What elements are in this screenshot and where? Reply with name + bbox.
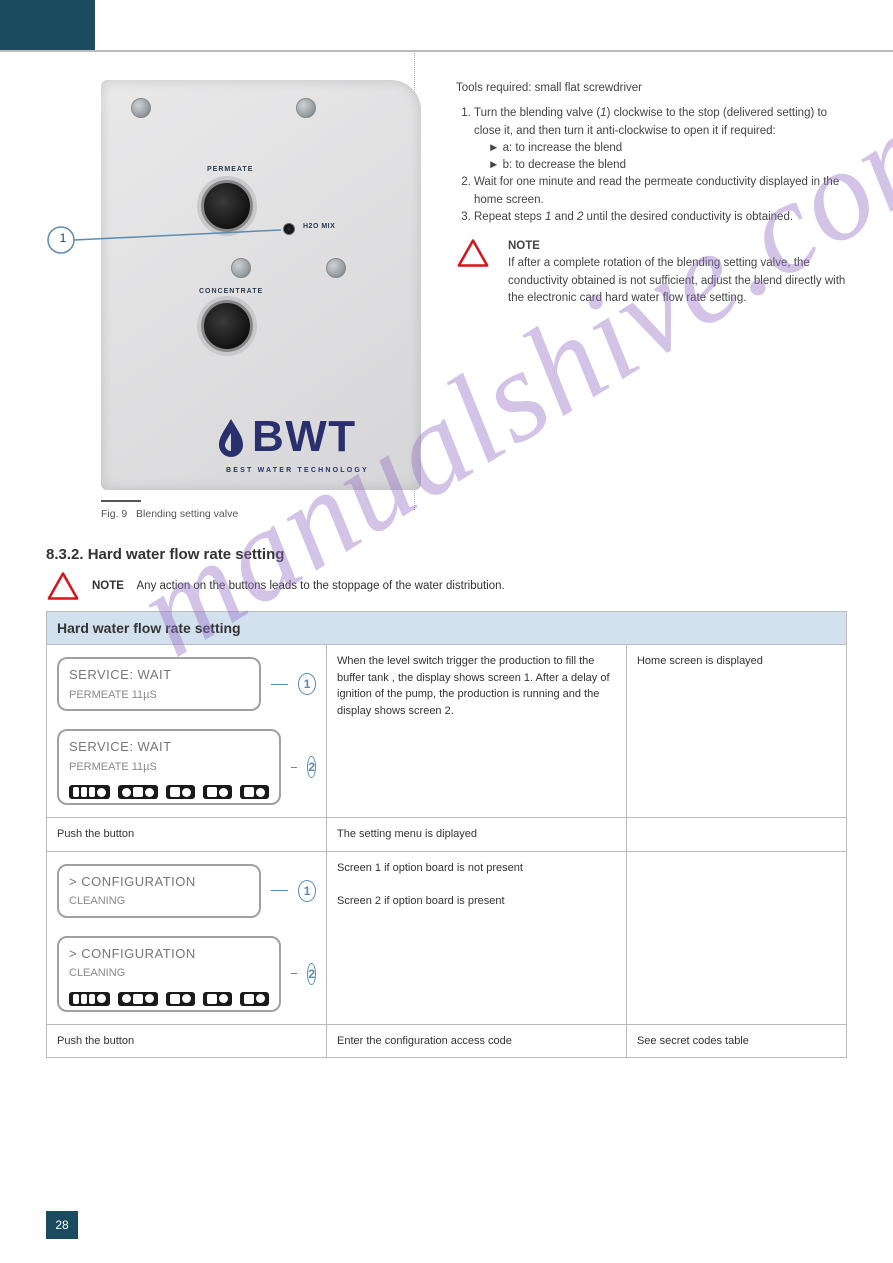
screw-icon [296, 98, 316, 118]
tools-required: Tools required: small flat screwdriver [456, 80, 847, 97]
connector-line [271, 684, 288, 685]
table-cell: Enter the configuration access code [327, 1024, 627, 1058]
table-cell: Screen 1 if option board is not present … [327, 851, 627, 1024]
header [0, 0, 893, 50]
table-row: Push the button The setting menu is dipl… [47, 818, 847, 852]
bwt-logo-subtitle: BEST WATER TECHNOLOGY [226, 467, 369, 474]
table-header: Hard water flow rate setting [47, 612, 847, 645]
step-1: Turn the blending valve (1) clockwise to… [474, 105, 847, 174]
screen-ref-number: 2 [307, 756, 316, 778]
drop-icon [216, 417, 246, 457]
step-2: Wait for one minute and read the permeat… [474, 174, 847, 209]
page-number: 28 [46, 1211, 78, 1239]
warning-triangle-icon [456, 238, 490, 274]
bwt-logo: BWT [216, 412, 357, 462]
table-cell: Home screen is displayed [626, 645, 846, 818]
permeate-port [201, 180, 253, 232]
button-icon-row [69, 785, 269, 799]
screw-icon [131, 98, 151, 118]
concentrate-port [201, 300, 253, 352]
step-3: Repeat steps 1 and 2 until the desired c… [474, 209, 847, 226]
procedure-table: Hard water flow rate setting SERVICE: WA… [46, 611, 847, 1058]
screen-ref-number: 1 [298, 673, 316, 695]
connector-line [291, 767, 297, 768]
bwt-logo-text: BWT [252, 412, 357, 462]
note-label: NOTE [508, 238, 847, 255]
note-block: NOTE If after a complete rotation of the… [456, 238, 847, 307]
screen-ref-number: 2 [307, 963, 316, 985]
table-row: SERVICE: WAIT PERMEATE 11µS 1 SERVICE: W… [47, 645, 847, 818]
table-cell [626, 851, 846, 1024]
screw-icon [326, 258, 346, 278]
lower-note-text: Any action on the buttons leads to the s… [137, 580, 505, 592]
table-row: > CONFIGURATION CLEANING 1 > CONFIGURATI… [47, 851, 847, 1024]
table-cell: See secret codes table [626, 1024, 846, 1058]
callout-number: 1 [50, 231, 76, 245]
button-icon-row [69, 992, 269, 1006]
table-cell [626, 818, 846, 852]
connector-line [271, 890, 288, 891]
header-tab [0, 0, 95, 50]
display-screen: SERVICE: WAIT PERMEATE 11µS [57, 729, 281, 805]
note-text: If after a complete rotation of the blen… [508, 255, 847, 307]
display-screen: SERVICE: WAIT PERMEATE 11µS [57, 657, 261, 711]
table-cell: Push the button [47, 1024, 327, 1058]
table-cell: The setting menu is diplayed [327, 818, 627, 852]
screen-ref-number: 1 [298, 880, 316, 902]
permeate-port-label: PERMEATE [207, 166, 253, 173]
section-title: 8.3.2. Hard water flow rate setting [46, 546, 847, 563]
step-1b: ► b: to decrease the blend [488, 157, 847, 174]
lower-note: NOTE Any action on the buttons leads to … [46, 571, 847, 601]
table-cell: When the level switch trigger the produc… [327, 645, 627, 818]
h2o-mix-label: H2O MIX [303, 223, 335, 230]
device-panel-image: PERMEATE H2O MIX CONCENTRATE BWT BEST WA… [101, 80, 421, 490]
step-1a: ► a: to increase the blend [488, 140, 847, 157]
table-cell: Push the button [47, 818, 327, 852]
connector-line [291, 973, 297, 974]
figure-caption: Fig. 9 Blending setting valve [101, 508, 426, 520]
table-row: Push the button Enter the configuration … [47, 1024, 847, 1058]
display-screen: > CONFIGURATION CLEANING [57, 864, 261, 918]
lower-note-label: NOTE [92, 580, 124, 592]
concentrate-port-label: CONCENTRATE [199, 288, 263, 295]
screw-icon [231, 258, 251, 278]
warning-triangle-icon [46, 571, 80, 601]
h2o-mix-valve [283, 223, 295, 235]
caption-rule [101, 500, 141, 502]
display-screen: > CONFIGURATION CLEANING [57, 936, 281, 1012]
